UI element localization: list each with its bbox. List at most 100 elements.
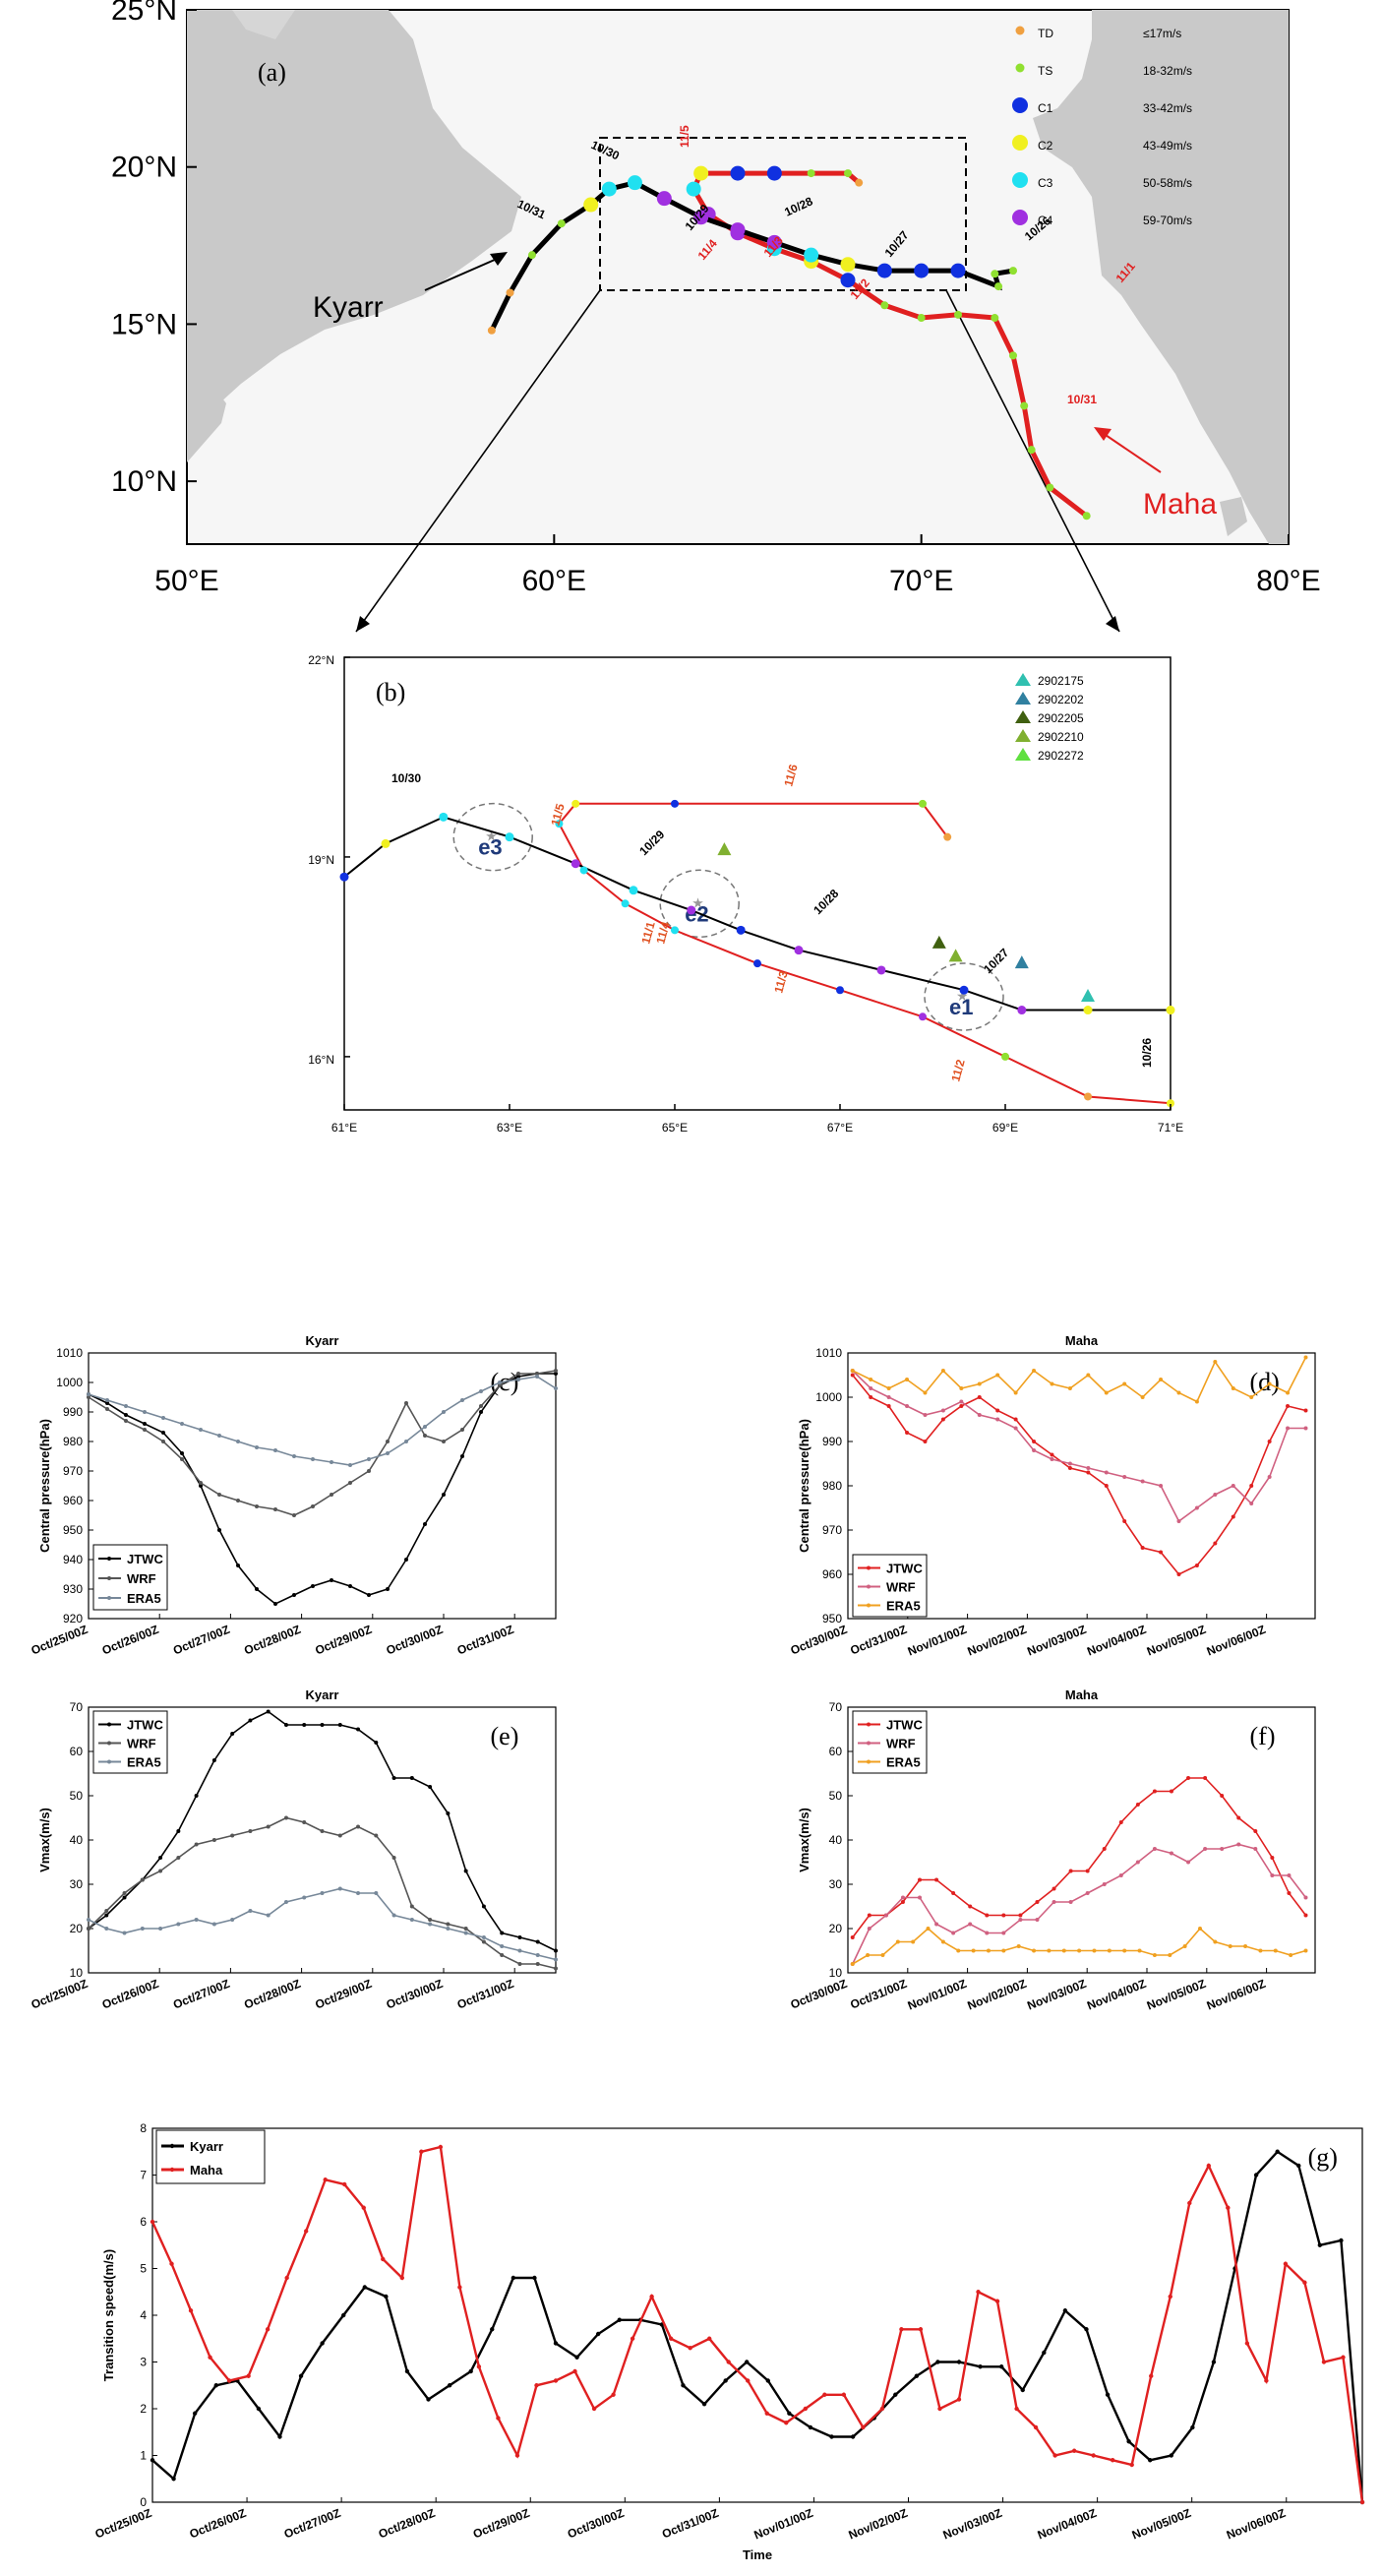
kyarr-track-point	[506, 288, 514, 297]
ytick-label: 990	[63, 1405, 83, 1419]
series-point-jtwc	[918, 1877, 923, 1882]
maha-track-point	[917, 314, 926, 323]
series-point-wrf	[977, 1413, 982, 1417]
series-point-wrf	[1287, 1873, 1292, 1877]
series-point-jtwc	[105, 1401, 109, 1405]
series-point-jtwc	[161, 1431, 165, 1435]
eddy-center-icon: ★	[691, 894, 704, 910]
xtick-label: Oct/25/00Z	[93, 2506, 154, 2542]
series-point-jtwc	[292, 1593, 296, 1597]
series-point-maha	[381, 2256, 386, 2262]
series-point-maha	[226, 2378, 232, 2383]
series-point-maha	[1341, 2355, 1346, 2360]
series-point-maha	[841, 2392, 847, 2397]
series-point-wrf	[1118, 1873, 1123, 1877]
series-point-era5	[446, 1927, 451, 1931]
kyarr-track-line	[343, 816, 1171, 1012]
series-point-jtwc	[886, 1404, 891, 1408]
ytick-label: 930	[63, 1582, 83, 1596]
kyarr-track-point	[487, 326, 496, 335]
plot-title: Maha	[1065, 1333, 1099, 1348]
map-a-ytick-label: 20°N	[111, 152, 177, 184]
series-line-kyarr	[151, 2150, 1364, 2503]
argo-float-icon	[948, 949, 963, 962]
series-point-wrf	[968, 1922, 973, 1927]
series-point-era5	[302, 1895, 307, 1900]
series-point-kyarr	[745, 2360, 750, 2364]
series-point-era5	[463, 1931, 468, 1935]
legend-marker-kyarr	[169, 2143, 175, 2149]
series-point-kyarr	[914, 2373, 920, 2378]
ytick-label: 40	[70, 1833, 84, 1847]
ytick-label: 0	[140, 2495, 147, 2509]
series-point-jtwc	[1270, 1856, 1275, 1860]
maha-track-point	[555, 820, 564, 828]
map-b-ticks: 61°E 63°E 65°E 67°E 69°E 71°E 22°N 19°N 16°N	[308, 653, 1183, 1135]
series-point-era5	[1122, 1948, 1127, 1953]
series-point-kyarr	[384, 2294, 389, 2300]
series-point-maha	[438, 2144, 444, 2150]
series-point-maha	[246, 2373, 251, 2378]
legend-marker-td	[1015, 26, 1025, 35]
series-point-wrf	[1032, 1448, 1037, 1452]
kyarr-track-point	[439, 812, 449, 822]
series-point-era5	[850, 1369, 855, 1373]
xtick-label: Nov/02/00Z	[966, 1977, 1029, 2013]
series-point-wrf	[1194, 1505, 1199, 1510]
ytick-label: 4	[140, 2308, 147, 2322]
legend-float-icon	[1015, 673, 1031, 686]
series-point-jtwc	[985, 1913, 990, 1918]
panel-label: (f)	[1250, 1722, 1276, 1750]
series-point-maha	[726, 2360, 731, 2364]
x-axis-label: Time	[743, 2547, 772, 2562]
xtick-label: Oct/31/00Z	[455, 1977, 516, 2012]
series-point-jtwc	[900, 1900, 905, 1904]
series-point-kyarr	[171, 2477, 176, 2482]
xtick-label: Oct/27/00Z	[282, 2506, 343, 2542]
xtick-label: Nov/03/00Z	[941, 2506, 1004, 2543]
series-point-wrf	[1236, 1842, 1241, 1847]
series-line-wrf	[88, 1370, 557, 1516]
kyarr-track-point	[840, 257, 856, 273]
series-point-era5	[292, 1454, 296, 1458]
legend-cat: TD	[1038, 27, 1053, 40]
land-africa	[187, 384, 226, 462]
panel-label-a: (a)	[258, 58, 286, 87]
series-point-wrf	[105, 1407, 109, 1411]
maha-track-point	[579, 866, 588, 875]
series-point-wrf	[1203, 1847, 1208, 1851]
series-point-era5	[255, 1445, 259, 1449]
series-point-kyarr	[1169, 2453, 1173, 2458]
ytick-label: 50	[829, 1789, 843, 1803]
series-point-era5	[161, 1416, 165, 1420]
plot-title: Kyarr	[306, 1333, 339, 1348]
legend-marker-era5	[867, 1759, 871, 1764]
series-point-kyarr	[574, 2355, 579, 2360]
legend-label: ERA5	[886, 1755, 921, 1770]
zoom-arrow-right-icon	[1106, 616, 1119, 632]
series-point-maha	[1264, 2378, 1269, 2383]
series-point-kyarr	[935, 2360, 940, 2364]
legend-label: ERA5	[886, 1599, 921, 1614]
maha-track-point	[1020, 401, 1029, 410]
map-a-xtick-label: 60°E	[522, 565, 586, 597]
map-b-ytick-label: 22°N	[308, 653, 334, 667]
series-point-era5	[554, 1957, 558, 1962]
series-point-wrf	[516, 1372, 520, 1376]
series-point-jtwc	[330, 1578, 333, 1582]
series-point-jtwc	[1286, 1404, 1291, 1408]
series-point-wrf	[923, 1413, 928, 1417]
series-point-jtwc	[517, 1935, 522, 1939]
series-point-era5	[1032, 1948, 1037, 1953]
series-point-maha	[399, 2275, 405, 2281]
ytick-label: 8	[140, 2121, 147, 2135]
kyarr-track-point	[1009, 267, 1017, 276]
series-point-maha	[265, 2327, 270, 2332]
legend-marker-c3	[1012, 172, 1028, 188]
xtick-label: Oct/30/00Z	[385, 1977, 446, 2012]
ytick-label: 1	[140, 2449, 147, 2463]
series-point-kyarr	[956, 2360, 962, 2364]
series-point-jtwc	[1231, 1514, 1235, 1519]
series-point-wrf	[217, 1493, 221, 1497]
series-point-jtwc	[554, 1372, 558, 1376]
